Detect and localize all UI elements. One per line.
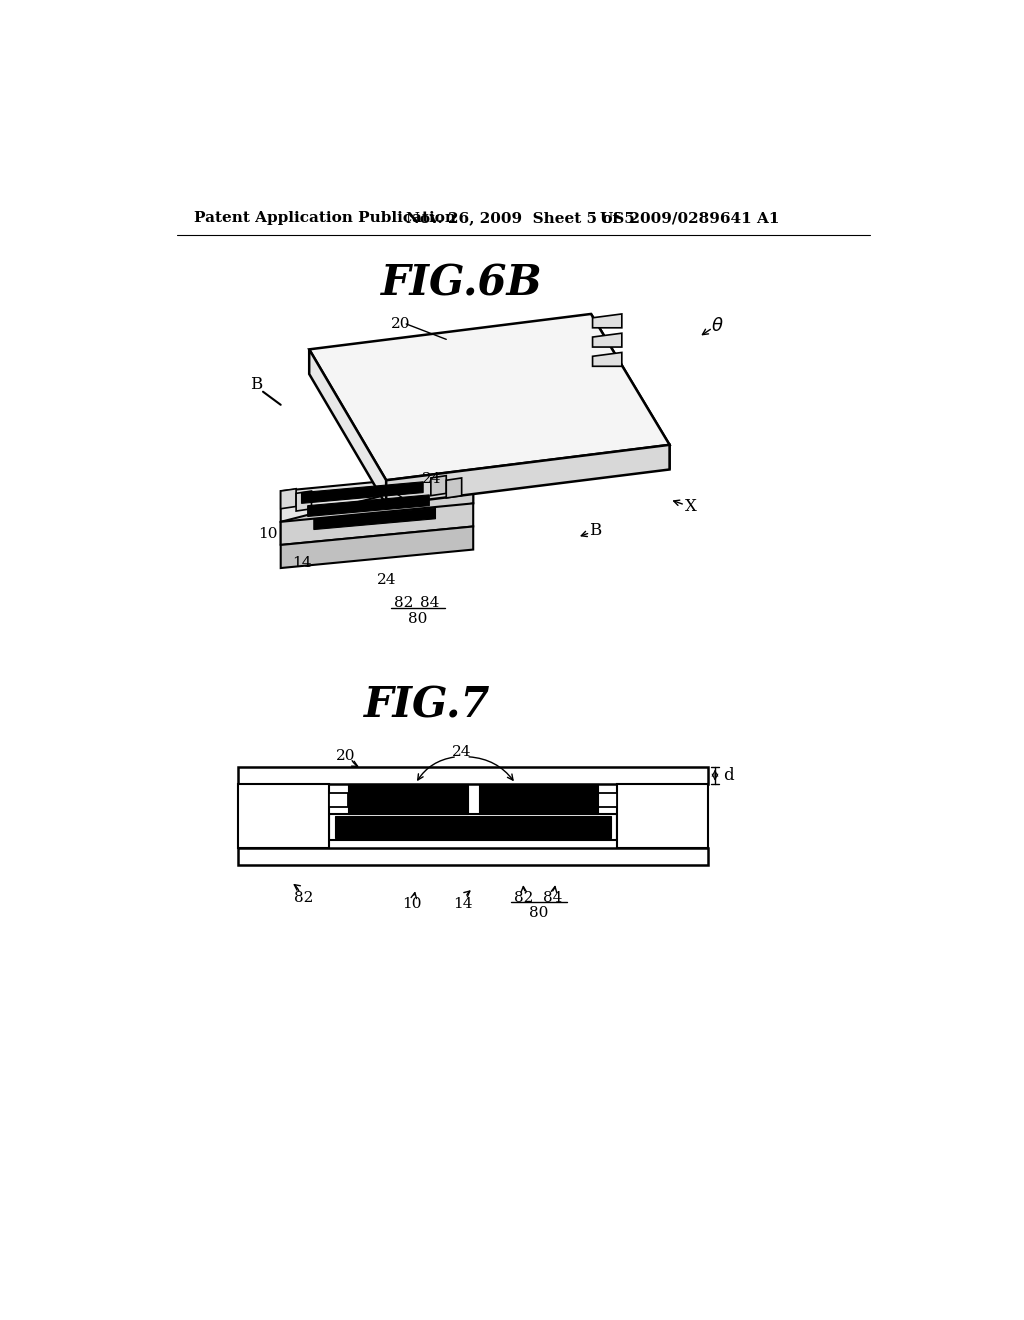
Text: 24: 24	[422, 471, 441, 486]
Text: 84: 84	[420, 597, 439, 610]
Text: 80: 80	[409, 612, 427, 626]
Text: 10: 10	[401, 896, 421, 911]
Polygon shape	[431, 475, 446, 496]
Text: 82: 82	[394, 597, 414, 610]
Text: Patent Application Publication: Patent Application Publication	[195, 211, 457, 226]
Text: 82: 82	[514, 891, 532, 904]
Text: 14: 14	[292, 556, 311, 570]
Text: 14: 14	[454, 896, 473, 911]
Text: FIG.7: FIG.7	[364, 684, 490, 726]
Polygon shape	[239, 784, 330, 847]
Polygon shape	[598, 793, 617, 807]
Polygon shape	[330, 793, 348, 807]
Polygon shape	[446, 478, 462, 498]
Text: FIG.6B: FIG.6B	[381, 263, 543, 304]
Polygon shape	[617, 784, 708, 847]
Text: 24: 24	[377, 573, 396, 587]
Polygon shape	[301, 482, 423, 503]
Polygon shape	[239, 847, 708, 866]
Polygon shape	[593, 333, 622, 347]
Polygon shape	[296, 491, 311, 511]
Text: 24: 24	[452, 744, 471, 759]
Polygon shape	[309, 314, 670, 480]
Polygon shape	[591, 314, 670, 470]
Text: X: X	[685, 498, 697, 515]
Polygon shape	[281, 503, 473, 545]
Polygon shape	[281, 473, 473, 544]
Polygon shape	[281, 527, 473, 568]
Polygon shape	[281, 473, 473, 521]
Polygon shape	[313, 508, 435, 529]
Polygon shape	[336, 816, 611, 838]
Polygon shape	[593, 314, 622, 327]
Polygon shape	[307, 495, 429, 516]
Text: 20: 20	[391, 317, 411, 331]
Polygon shape	[348, 784, 468, 814]
Text: d: d	[724, 767, 734, 784]
Text: 80: 80	[529, 906, 548, 920]
Polygon shape	[593, 352, 622, 367]
Text: US 2009/0289641 A1: US 2009/0289641 A1	[600, 211, 779, 226]
Text: B: B	[250, 375, 262, 392]
Polygon shape	[386, 445, 670, 506]
Text: 10: 10	[258, 527, 278, 541]
Text: Nov. 26, 2009  Sheet 5 of 5: Nov. 26, 2009 Sheet 5 of 5	[407, 211, 635, 226]
Text: 20: 20	[337, 748, 356, 763]
Text: B: B	[590, 521, 602, 539]
Polygon shape	[330, 814, 617, 840]
Text: 84: 84	[543, 891, 562, 904]
Polygon shape	[281, 488, 296, 508]
Polygon shape	[478, 784, 598, 814]
Text: $\theta$: $\theta$	[711, 317, 724, 335]
Text: 82: 82	[294, 891, 313, 904]
Polygon shape	[239, 767, 708, 784]
Polygon shape	[309, 350, 386, 506]
